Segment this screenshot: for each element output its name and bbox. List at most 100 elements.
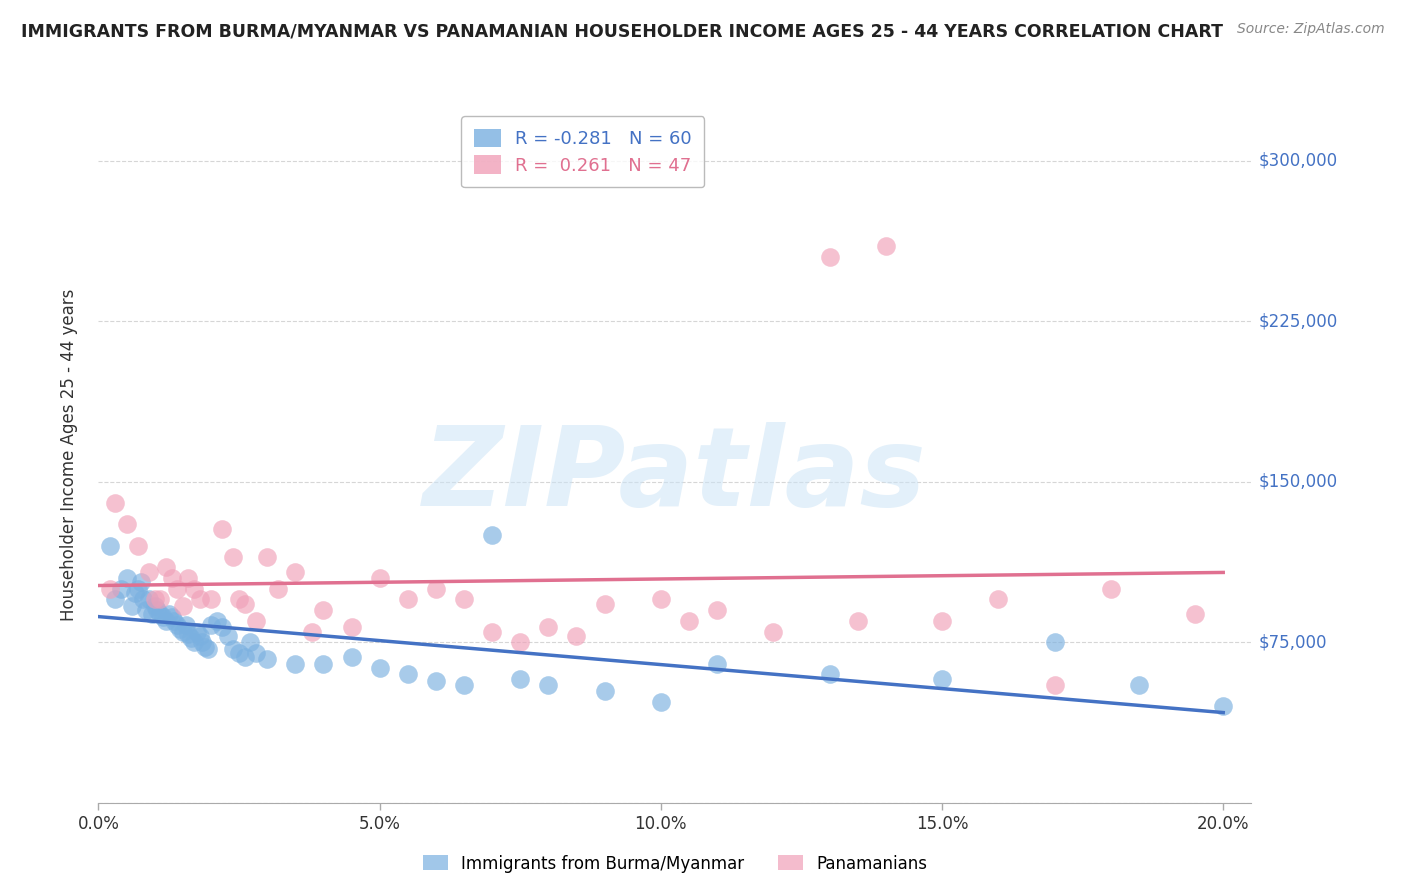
Point bbox=[256, 652, 278, 666]
Point bbox=[172, 599, 194, 613]
Point bbox=[124, 586, 146, 600]
Point bbox=[818, 667, 841, 681]
Point bbox=[706, 657, 728, 671]
Point bbox=[149, 607, 172, 622]
Point bbox=[155, 614, 177, 628]
Point bbox=[132, 592, 155, 607]
Point bbox=[163, 614, 186, 628]
Point bbox=[368, 571, 391, 585]
Point bbox=[1099, 582, 1122, 596]
Point bbox=[217, 629, 239, 643]
Point bbox=[301, 624, 323, 639]
Point bbox=[650, 592, 672, 607]
Point bbox=[138, 565, 160, 579]
Point bbox=[98, 539, 121, 553]
Point bbox=[177, 571, 200, 585]
Text: $150,000: $150,000 bbox=[1258, 473, 1337, 491]
Point bbox=[129, 575, 152, 590]
Point bbox=[481, 528, 503, 542]
Text: $75,000: $75,000 bbox=[1258, 633, 1327, 651]
Point bbox=[818, 250, 841, 264]
Point bbox=[987, 592, 1010, 607]
Point bbox=[146, 603, 169, 617]
Point bbox=[368, 661, 391, 675]
Text: $300,000: $300,000 bbox=[1258, 152, 1337, 169]
Point bbox=[312, 657, 335, 671]
Point bbox=[160, 609, 183, 624]
Point bbox=[267, 582, 290, 596]
Point bbox=[650, 695, 672, 709]
Point bbox=[233, 650, 256, 665]
Point bbox=[127, 582, 149, 596]
Point bbox=[565, 629, 588, 643]
Point bbox=[104, 496, 127, 510]
Point bbox=[188, 629, 211, 643]
Point bbox=[166, 582, 188, 596]
Point bbox=[1212, 699, 1234, 714]
Point bbox=[931, 614, 953, 628]
Point bbox=[143, 599, 166, 613]
Point bbox=[141, 607, 163, 622]
Point bbox=[152, 609, 174, 624]
Point bbox=[222, 549, 245, 564]
Point bbox=[135, 603, 157, 617]
Point bbox=[425, 582, 447, 596]
Text: Source: ZipAtlas.com: Source: ZipAtlas.com bbox=[1237, 22, 1385, 37]
Y-axis label: Householder Income Ages 25 - 44 years: Householder Income Ages 25 - 44 years bbox=[59, 289, 77, 621]
Point bbox=[228, 592, 250, 607]
Point bbox=[233, 597, 256, 611]
Point bbox=[284, 565, 307, 579]
Point bbox=[846, 614, 869, 628]
Point bbox=[200, 618, 222, 632]
Point bbox=[205, 614, 228, 628]
Point bbox=[194, 640, 217, 654]
Point bbox=[183, 582, 205, 596]
Point bbox=[875, 239, 897, 253]
Point bbox=[481, 624, 503, 639]
Point bbox=[509, 635, 531, 649]
Point bbox=[222, 641, 245, 656]
Point bbox=[453, 678, 475, 692]
Point bbox=[762, 624, 785, 639]
Point bbox=[127, 539, 149, 553]
Point bbox=[593, 684, 616, 698]
Point bbox=[340, 650, 363, 665]
Point bbox=[931, 672, 953, 686]
Point bbox=[239, 635, 262, 649]
Point bbox=[180, 631, 202, 645]
Point bbox=[98, 582, 121, 596]
Point bbox=[312, 603, 335, 617]
Point bbox=[188, 592, 211, 607]
Point bbox=[191, 635, 214, 649]
Text: $225,000: $225,000 bbox=[1258, 312, 1337, 330]
Point bbox=[200, 592, 222, 607]
Point bbox=[138, 592, 160, 607]
Point bbox=[155, 560, 177, 574]
Legend: R = -0.281   N = 60, R =  0.261   N = 47: R = -0.281 N = 60, R = 0.261 N = 47 bbox=[461, 116, 704, 187]
Point bbox=[149, 592, 172, 607]
Text: IMMIGRANTS FROM BURMA/MYANMAR VS PANAMANIAN HOUSEHOLDER INCOME AGES 25 - 44 YEAR: IMMIGRANTS FROM BURMA/MYANMAR VS PANAMAN… bbox=[21, 22, 1223, 40]
Point bbox=[177, 626, 200, 640]
Point bbox=[245, 646, 267, 660]
Point bbox=[245, 614, 267, 628]
Point bbox=[396, 667, 419, 681]
Point bbox=[211, 522, 233, 536]
Point bbox=[115, 517, 138, 532]
Point bbox=[157, 607, 180, 622]
Point bbox=[121, 599, 143, 613]
Point bbox=[143, 592, 166, 607]
Point bbox=[453, 592, 475, 607]
Point bbox=[678, 614, 700, 628]
Point bbox=[284, 657, 307, 671]
Point bbox=[183, 635, 205, 649]
Point bbox=[509, 672, 531, 686]
Point bbox=[174, 618, 197, 632]
Point bbox=[1043, 678, 1066, 692]
Point bbox=[256, 549, 278, 564]
Text: ZIPatlas: ZIPatlas bbox=[423, 422, 927, 529]
Point bbox=[172, 624, 194, 639]
Point bbox=[115, 571, 138, 585]
Point bbox=[110, 582, 132, 596]
Point bbox=[537, 678, 560, 692]
Point bbox=[228, 646, 250, 660]
